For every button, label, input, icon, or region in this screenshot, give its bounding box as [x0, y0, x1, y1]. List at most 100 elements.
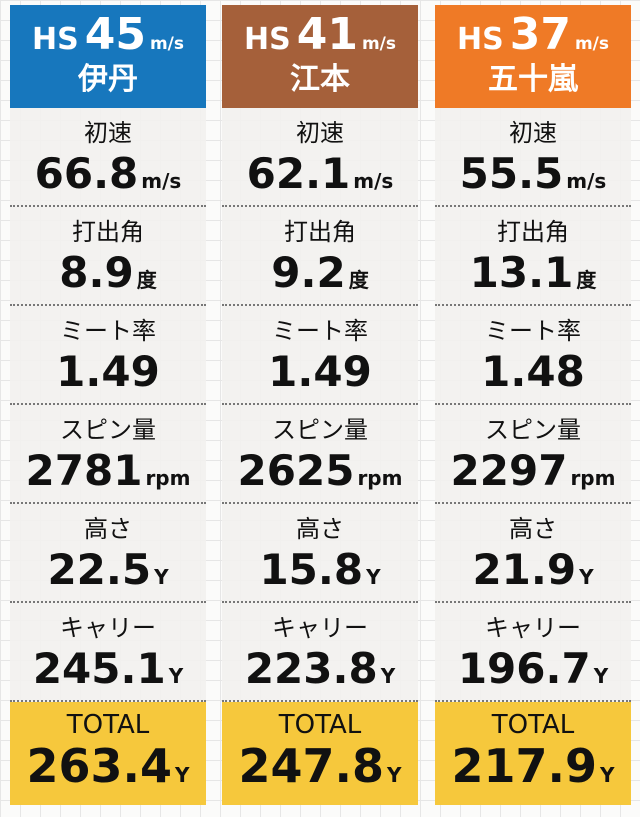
- stat-label: スピン量: [272, 416, 368, 444]
- stat-cell: 打出角 8.9 度: [10, 207, 206, 306]
- stat-label: キャリー: [485, 614, 581, 642]
- hs-unit: m/s: [149, 34, 184, 54]
- stat-value: 1.49: [268, 347, 372, 396]
- stat-unit: Y: [579, 565, 594, 589]
- stat-value-line: 1.49: [10, 346, 206, 398]
- stat-cell: ミート率 1.49: [222, 306, 418, 405]
- stat-value: 62.1: [246, 149, 351, 198]
- total-unit: Y: [387, 763, 402, 787]
- stat-value: 13.1: [469, 248, 574, 297]
- column-header: HS 37 m/s 五十嵐: [435, 5, 631, 108]
- stat-value-line: 22.5 Y: [10, 544, 206, 603]
- total-label: TOTAL: [66, 710, 150, 740]
- stat-cell: ミート率 1.48: [435, 306, 631, 405]
- head-speed: HS 37 m/s: [435, 5, 631, 63]
- stat-value: 8.9: [59, 248, 134, 297]
- stat-value: 223.8: [244, 644, 378, 693]
- stat-label: 高さ: [296, 515, 344, 543]
- player-column: HS 45 m/s 伊丹 初速 66.8 m/s 打出角 8.9 度ミート率 1.49 スピン量 278…: [10, 5, 206, 811]
- stat-value: 1.48: [481, 347, 585, 396]
- stat-unit: rpm: [570, 466, 616, 490]
- stat-unit: rpm: [357, 466, 403, 490]
- hs-value: 37: [509, 9, 571, 60]
- total-value: 263.4: [26, 739, 173, 793]
- column-header: HS 41 m/s 江本: [222, 5, 418, 108]
- player-name: 五十嵐: [488, 62, 578, 97]
- stat-value-line: 66.8 m/s: [10, 148, 206, 207]
- hs-unit: m/s: [574, 34, 609, 54]
- stat-unit: m/s: [566, 169, 607, 193]
- stat-unit: m/s: [353, 169, 394, 193]
- stat-unit: Y: [366, 565, 381, 589]
- stat-unit: m/s: [141, 169, 182, 193]
- stat-unit: Y: [593, 664, 609, 688]
- stat-value-line: 1.49: [222, 346, 418, 398]
- stat-value-line: 2297 rpm: [435, 445, 631, 504]
- stat-cell: ミート率 1.49: [10, 306, 206, 405]
- stat-value: 2625: [237, 446, 355, 495]
- stat-value-line: 21.9 Y: [435, 544, 631, 603]
- stat-label: 打出角: [72, 218, 144, 246]
- stat-value: 2781: [25, 446, 143, 495]
- stat-value: 9.2: [271, 248, 346, 297]
- stat-value: 2297: [450, 446, 568, 495]
- total-unit: Y: [175, 763, 190, 787]
- stat-value-line: 62.1 m/s: [222, 148, 418, 207]
- stat-cell: 初速 66.8 m/s: [10, 108, 206, 207]
- stat-label: スピン量: [60, 416, 156, 444]
- stat-label: 高さ: [84, 515, 132, 543]
- total-label: TOTAL: [491, 710, 575, 740]
- hs-value: 41: [296, 9, 358, 60]
- hs-label: HS: [244, 22, 291, 57]
- player-column: HS 41 m/s 江本 初速 62.1 m/s 打出角 9.2 度ミート率 1.49 スピン量 262…: [222, 5, 418, 811]
- stat-unit: 度: [576, 268, 597, 292]
- total-label: TOTAL: [278, 710, 362, 740]
- stat-value-line: 196.7 Y: [435, 643, 631, 702]
- player-name: 伊丹: [78, 62, 138, 97]
- stat-label: 初速: [296, 119, 344, 147]
- total-cell: TOTAL 263.4 Y: [10, 702, 206, 805]
- stat-cell: スピン量 2625 rpm: [222, 405, 418, 504]
- player-column: HS 37 m/s 五十嵐 初速 55.5 m/s 打出角 13.1 度ミート率 1.48 スピン量 2…: [435, 5, 631, 811]
- hs-label: HS: [457, 22, 504, 57]
- stat-unit: rpm: [145, 466, 191, 490]
- total-cell: TOTAL 247.8 Y: [222, 702, 418, 805]
- stat-label: 打出角: [284, 218, 356, 246]
- player-name: 江本: [290, 62, 350, 97]
- total-cell: TOTAL 217.9 Y: [435, 702, 631, 805]
- stat-value: 22.5: [47, 545, 152, 594]
- stat-value: 245.1: [32, 644, 166, 693]
- stat-unit: Y: [168, 664, 184, 688]
- stat-unit: 度: [348, 268, 369, 292]
- total-unit: Y: [600, 763, 615, 787]
- stat-label: キャリー: [60, 614, 156, 642]
- total-value-line: 217.9 Y: [435, 740, 631, 801]
- stat-cell: スピン量 2781 rpm: [10, 405, 206, 504]
- stat-label: 初速: [84, 119, 132, 147]
- stat-value-line: 245.1 Y: [10, 643, 206, 702]
- stat-cell: 高さ 21.9 Y: [435, 504, 631, 603]
- stat-label: 打出角: [497, 218, 569, 246]
- stat-unit: Y: [380, 664, 396, 688]
- stat-label: ミート率: [485, 317, 581, 345]
- stat-label: ミート率: [272, 317, 368, 345]
- stat-value: 66.8: [34, 149, 139, 198]
- stat-cell: 高さ 15.8 Y: [222, 504, 418, 603]
- stat-cell: 初速 55.5 m/s: [435, 108, 631, 207]
- stat-cell: キャリー 245.1 Y: [10, 603, 206, 702]
- hs-value: 45: [84, 9, 146, 60]
- stat-cell: 初速 62.1 m/s: [222, 108, 418, 207]
- stat-value-line: 8.9 度: [10, 247, 206, 306]
- stat-value: 1.49: [56, 347, 160, 396]
- stat-unit: Y: [154, 565, 169, 589]
- stat-cell: キャリー 223.8 Y: [222, 603, 418, 702]
- stat-label: スピン量: [485, 416, 581, 444]
- stat-value: 21.9: [472, 545, 577, 594]
- stat-value: 15.8: [259, 545, 364, 594]
- stat-label: 高さ: [509, 515, 557, 543]
- total-value: 217.9: [451, 739, 598, 793]
- head-speed: HS 41 m/s: [222, 5, 418, 63]
- stat-cell: スピン量 2297 rpm: [435, 405, 631, 504]
- total-value-line: 247.8 Y: [222, 740, 418, 801]
- stat-value-line: 2781 rpm: [10, 445, 206, 504]
